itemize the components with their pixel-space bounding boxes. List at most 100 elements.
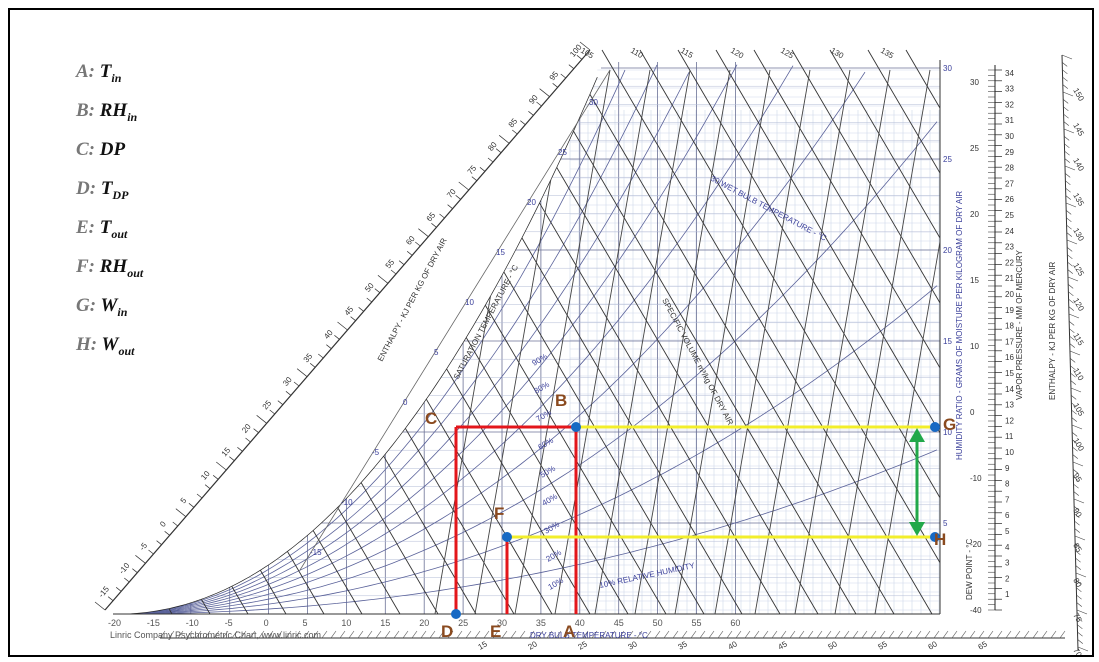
enthalpy-bottom-tick — [663, 630, 670, 639]
dry-bulb-tick-label: 25 — [458, 618, 468, 628]
vapor-tick-label: 18 — [1005, 322, 1014, 331]
enthalpy-line — [601, 49, 933, 615]
enthalpy-line — [563, 49, 895, 615]
enthalpy-top-tick-label: 130 — [829, 46, 846, 61]
enthalpy-top-tick-label: 115 — [679, 46, 695, 60]
enthalpy-scale-tick — [358, 307, 364, 312]
dew-tick-label: 25 — [970, 144, 979, 153]
enthalpy-bottom-tick — [960, 630, 967, 639]
enthalpy-right-tick — [1065, 195, 1071, 200]
enthalpy-bottom-tick — [870, 630, 877, 639]
dry-bulb-tick-label: 20 — [419, 618, 429, 628]
enthalpy-bottom-tick — [933, 630, 940, 639]
enthalpy-scale-tick — [512, 129, 518, 135]
dry-bulb-tick-label: 60 — [730, 618, 740, 628]
enthalpy-bottom-tick — [834, 630, 841, 639]
enthalpy-right-tick — [1072, 439, 1078, 445]
vapor-tick-label: 27 — [1005, 179, 1014, 188]
enthalpy-bottom-tick — [951, 630, 958, 639]
enthalpy-scale-tick — [293, 381, 300, 387]
enthalpy-bottom-tick — [897, 630, 904, 639]
specific-volume-line — [674, 69, 771, 615]
vapor-tick-label: 13 — [1005, 401, 1014, 410]
enthalpy-scale-tick — [350, 316, 356, 321]
enthalpy-right-tick — [1063, 106, 1069, 112]
enthalpy-scale-tick — [366, 297, 372, 303]
enthalpy-bottom-tick — [231, 630, 238, 639]
specific-volume-line — [714, 69, 811, 615]
enthalpy-scale-tick — [285, 391, 292, 396]
enthalpy-right-tick — [1070, 387, 1082, 393]
enthalpy-bottom-tick — [753, 630, 760, 639]
rh-tick-label: 30% — [543, 520, 561, 536]
legend-item-e: E: Tout — [76, 217, 128, 241]
vapor-tick-label: 12 — [1005, 416, 1014, 425]
enthalpy-right-tick — [1065, 187, 1071, 193]
enthalpy-right-tick — [1066, 232, 1072, 237]
enthalpy-bottom-tick — [996, 630, 1003, 639]
enthalpy-bottom-tick — [924, 630, 931, 639]
enthalpy-right-tick — [1071, 402, 1077, 408]
enthalpy-bottom-tick — [528, 630, 535, 639]
enthalpy-scale-tick — [495, 148, 502, 153]
enthalpy-bottom-tick — [681, 630, 688, 639]
vapor-tick-label: 33 — [1005, 85, 1014, 94]
enthalpy-bottom-tick — [168, 630, 175, 639]
enthalpy-right-tick — [1074, 528, 1080, 533]
enthalpy-bottom-tick — [555, 630, 562, 639]
dew-tick-label: 20 — [970, 210, 979, 219]
vapor-tick-label: 32 — [1005, 100, 1014, 109]
enthalpy-right-tick — [1069, 328, 1075, 334]
enthalpy-scale-tick — [309, 363, 316, 368]
vapor-tick-label: 8 — [1005, 480, 1010, 489]
specific-volume-line — [834, 69, 931, 615]
enthalpy-right-tick — [1071, 409, 1077, 415]
specific-volume-line — [754, 69, 851, 615]
enthalpy-bottom-tick — [600, 630, 607, 639]
enthalpy-bottom-tick — [1005, 630, 1012, 639]
relative-humidity-curve — [112, 64, 658, 615]
enthalpy-bottom-tick — [987, 630, 994, 639]
enthalpy-right-tick-label: 70 — [1071, 647, 1084, 656]
enthalpy-bottom-tick — [519, 630, 526, 639]
dry-bulb-tick-label: -10 — [186, 618, 199, 628]
legend-item-c: C: DP — [76, 139, 126, 160]
enthalpy-right-tick — [1064, 150, 1070, 156]
enthalpy-bottom-tick — [537, 630, 544, 639]
enthalpy-bottom-tick — [456, 630, 463, 639]
enthalpy-bottom-tick — [798, 630, 805, 639]
enthalpy-right-tick — [1069, 335, 1075, 341]
vapor-tick-label: 26 — [1005, 195, 1014, 204]
enthalpy-scale-tick — [326, 344, 332, 349]
enthalpy-right-tick — [1070, 365, 1076, 371]
enthalpy-scale-tick — [156, 540, 162, 545]
vapor-tick-label: 3 — [1005, 559, 1010, 568]
enthalpy-right-tick — [1076, 580, 1082, 585]
vapor-tick-label: 7 — [1005, 495, 1010, 504]
enthalpy-scale-tick — [418, 228, 429, 237]
legend-item-f: F: RHout — [76, 256, 144, 280]
enthalpy-right-tick — [1077, 639, 1083, 644]
vapor-tick-label: 9 — [1005, 464, 1010, 473]
enthalpy-scale-tick — [539, 88, 550, 97]
enthalpy-bottom-tick — [717, 630, 724, 639]
dry-bulb-tick-label: 5 — [303, 618, 308, 628]
enthalpy-right-tick — [1062, 76, 1068, 82]
enthalpy-scale-tick — [237, 447, 243, 452]
relative-humidity-curve — [113, 121, 938, 615]
enthalpy-bottom-tick — [1032, 630, 1039, 639]
enthalpy-right-tick — [1077, 646, 1089, 652]
enthalpy-bottom-tick — [438, 630, 445, 639]
enthalpy-right-tick — [1073, 476, 1079, 482]
enthalpy-top-tick-label: 125 — [779, 46, 796, 61]
enthalpy-scale-tick — [229, 456, 235, 461]
saturation-tick-label: 0 — [403, 398, 408, 407]
enthalpy-scale-tick — [579, 41, 591, 51]
enthalpy-scale-tick — [415, 241, 421, 247]
enthalpy-scale-tick — [253, 428, 259, 433]
enthalpy-line — [525, 49, 857, 615]
enthalpy-bottom-tick — [330, 630, 337, 639]
enthalpy-right-tick — [1063, 113, 1069, 119]
enthalpy-bottom-tick — [312, 630, 319, 639]
enthalpy-bottom-tick — [249, 630, 256, 639]
